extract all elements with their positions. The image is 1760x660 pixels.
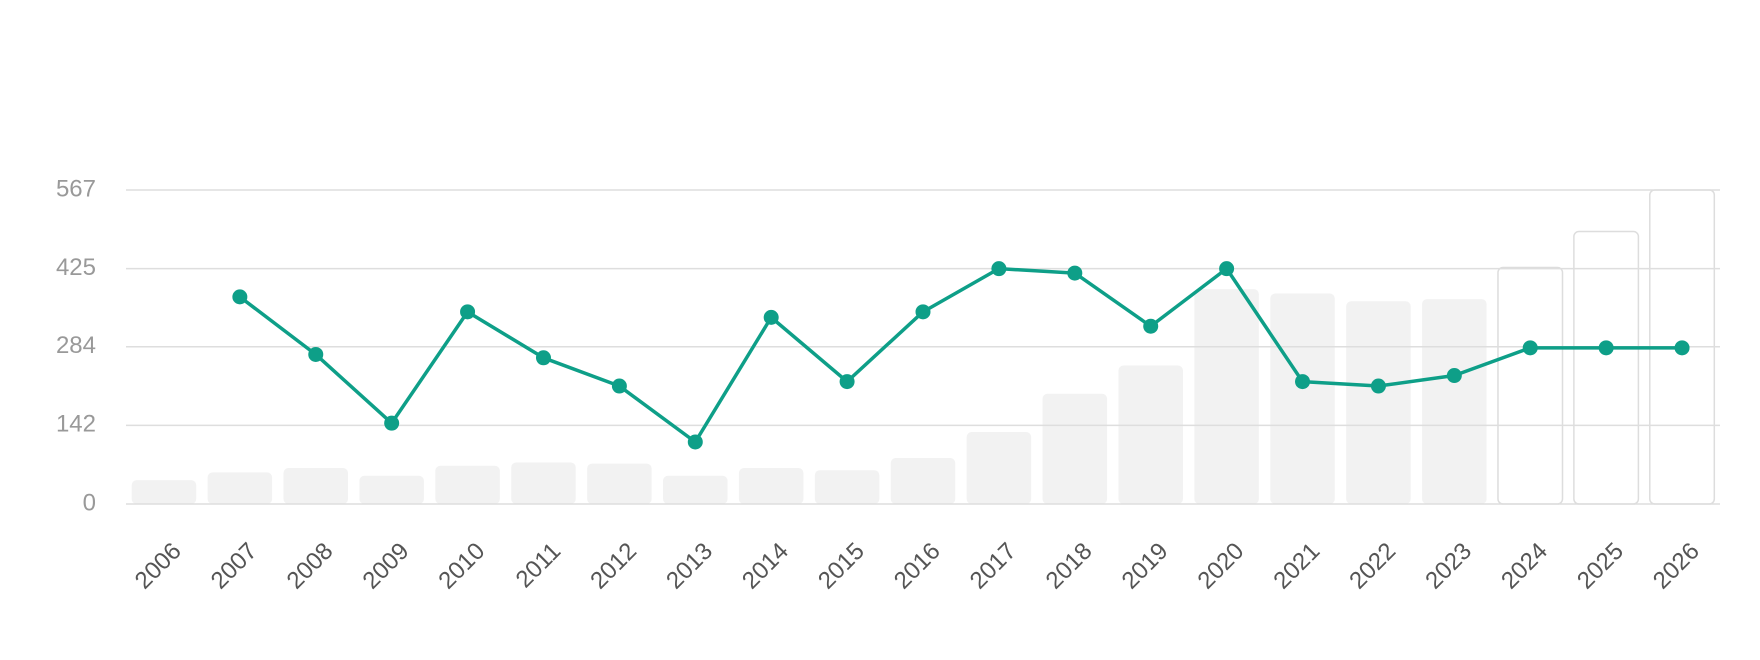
point bbox=[611, 378, 627, 394]
bar bbox=[511, 462, 576, 504]
bar bbox=[738, 468, 804, 504]
x-tick-label: 2015 bbox=[813, 538, 870, 595]
x-tick-label: 2021 bbox=[1268, 538, 1325, 595]
point bbox=[1370, 378, 1386, 394]
y-tick-label: 0 bbox=[83, 489, 96, 516]
bar bbox=[890, 458, 956, 504]
bar bbox=[283, 468, 349, 504]
bar bbox=[966, 432, 1032, 504]
x-tick-label: 2017 bbox=[965, 538, 1022, 595]
point bbox=[308, 346, 324, 362]
x-tick-label: 2019 bbox=[1117, 538, 1174, 595]
point bbox=[687, 434, 703, 450]
y-tick-label: 567 bbox=[56, 175, 96, 202]
bar bbox=[435, 465, 500, 504]
point bbox=[763, 309, 779, 325]
point bbox=[1219, 261, 1235, 277]
point bbox=[1295, 374, 1311, 390]
bar bbox=[359, 475, 424, 504]
bar bbox=[1573, 230, 1640, 505]
y-tick-label: 425 bbox=[56, 254, 96, 281]
x-tick-label: 2006 bbox=[130, 538, 187, 595]
line bbox=[238, 266, 1683, 444]
x-tick-label: 2014 bbox=[737, 538, 794, 595]
point bbox=[991, 261, 1007, 277]
x-tick-label: 2026 bbox=[1648, 538, 1705, 595]
bar bbox=[1194, 289, 1259, 504]
bar bbox=[1270, 293, 1335, 504]
x-tick-label: 2020 bbox=[1193, 538, 1250, 595]
bar bbox=[131, 480, 197, 504]
bar bbox=[1118, 365, 1183, 504]
bar bbox=[207, 472, 273, 504]
x-tick-label: 2016 bbox=[889, 538, 946, 595]
point bbox=[1598, 340, 1614, 356]
bar bbox=[587, 463, 652, 504]
x-tick-label: 2013 bbox=[661, 538, 718, 595]
y-tick-label: 142 bbox=[56, 411, 96, 438]
point bbox=[1067, 265, 1083, 281]
y-tick-label: 284 bbox=[56, 332, 96, 359]
point bbox=[1143, 318, 1159, 334]
point bbox=[915, 304, 931, 320]
bar bbox=[1042, 393, 1108, 504]
point bbox=[1674, 340, 1690, 356]
x-tick-label: 2012 bbox=[585, 538, 642, 595]
x-tick-label: 2022 bbox=[1344, 538, 1401, 595]
x-tick-label: 2009 bbox=[358, 538, 415, 595]
point bbox=[384, 415, 400, 431]
bar bbox=[814, 470, 880, 504]
x-tick-label: 2024 bbox=[1496, 538, 1553, 595]
bar bbox=[1497, 266, 1564, 505]
x-tick-label: 2010 bbox=[433, 538, 490, 595]
point bbox=[232, 289, 248, 305]
point bbox=[535, 350, 551, 366]
x-tick-label: 2023 bbox=[1420, 538, 1477, 595]
point bbox=[1446, 368, 1462, 384]
x-tick-label: 2007 bbox=[206, 538, 263, 595]
bar bbox=[663, 475, 728, 504]
point bbox=[839, 374, 855, 390]
point bbox=[460, 304, 476, 320]
x-tick-label: 2025 bbox=[1572, 538, 1629, 595]
point bbox=[1522, 340, 1538, 356]
bar bbox=[1422, 299, 1487, 504]
x-tick-label: 2008 bbox=[282, 538, 339, 595]
bar bbox=[1346, 301, 1411, 504]
x-tick-label: 2018 bbox=[1041, 538, 1098, 595]
x-tick-label: 2011 bbox=[511, 538, 567, 594]
